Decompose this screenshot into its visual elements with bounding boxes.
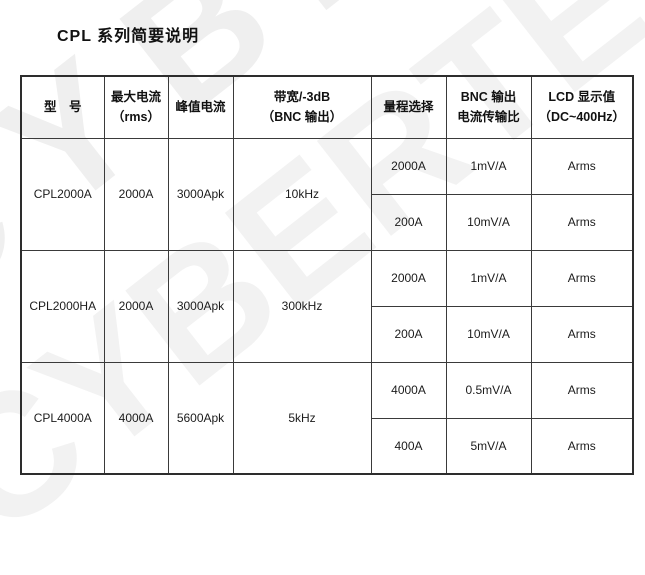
cell-ratio: 0.5mV/A bbox=[445, 361, 532, 419]
header-bnc-ratio: BNC 输出 电流传输比 bbox=[445, 75, 532, 139]
cell-ratio: 1mV/A bbox=[445, 249, 532, 307]
cell-max-current: 2000A bbox=[103, 249, 169, 363]
table-row: CPL2000A 2000A 3000Apk 10kHz 2000A 1mV/A… bbox=[20, 137, 634, 251]
header-range-select: 量程选择 bbox=[370, 75, 447, 139]
header-lcd-display: LCD 显示值 （DC~400Hz） bbox=[530, 75, 634, 139]
cell-bandwidth: 10kHz bbox=[232, 137, 372, 251]
cell-range: 200A bbox=[370, 305, 447, 363]
table-row: 400A 5mV/A Arms bbox=[21, 417, 634, 475]
cell-display: Arms bbox=[530, 137, 634, 195]
cell-peak-current: 3000Apk bbox=[167, 249, 234, 363]
cell-ratio: 10mV/A bbox=[445, 193, 532, 251]
cell-ratio: 5mV/A bbox=[445, 417, 532, 475]
header-bandwidth: 带宽/-3dB （BNC 输出） bbox=[232, 75, 372, 139]
table-row: CPL4000A 4000A 5600Apk 5kHz 4000A 0.5mV/… bbox=[20, 361, 634, 475]
header-max-current: 最大电流 （rms） bbox=[103, 75, 169, 139]
cell-range: 200A bbox=[370, 193, 447, 251]
header-model: 型 号 bbox=[20, 75, 105, 139]
header-peak-current: 峰值电流 bbox=[167, 75, 234, 139]
header-row: 型 号 最大电流 （rms） 峰值电流 带宽/-3dB （BNC 输出） 量程选择 … bbox=[20, 75, 634, 139]
cell-display: Arms bbox=[530, 249, 634, 307]
spec-table: 型 号 最大电流 （rms） 峰值电流 带宽/-3dB （BNC 输出） 量程选择 … bbox=[20, 75, 634, 475]
cell-display: Arms bbox=[530, 193, 634, 251]
table-row: 200A 10mV/A Arms bbox=[21, 193, 634, 251]
cell-max-current: 2000A bbox=[103, 137, 169, 251]
table-row: CPL2000HA 2000A 3000Apk 300kHz 2000A 1mV… bbox=[20, 249, 634, 363]
cell-peak-current: 5600Apk bbox=[167, 361, 234, 475]
page-title: CPL 系列简要说明 bbox=[57, 28, 200, 45]
cell-range: 400A bbox=[370, 417, 447, 475]
cell-ratio: 1mV/A bbox=[445, 137, 532, 195]
cell-range: 2000A bbox=[370, 137, 447, 195]
cell-bandwidth: 5kHz bbox=[232, 361, 372, 475]
cell-ratio: 10mV/A bbox=[445, 305, 532, 363]
cell-range: 2000A bbox=[370, 249, 447, 307]
cell-display: Arms bbox=[530, 305, 634, 363]
cell-model: CPL2000A bbox=[20, 137, 105, 251]
cell-model: CPL4000A bbox=[20, 361, 105, 475]
cell-range: 4000A bbox=[370, 361, 447, 419]
cell-display: Arms bbox=[530, 417, 634, 475]
cell-peak-current: 3000Apk bbox=[167, 137, 234, 251]
cell-model: CPL2000HA bbox=[20, 249, 105, 363]
cell-bandwidth: 300kHz bbox=[232, 249, 372, 363]
table-row: 200A 10mV/A Arms bbox=[21, 305, 634, 363]
cell-display: Arms bbox=[530, 361, 634, 419]
cell-max-current: 4000A bbox=[103, 361, 169, 475]
